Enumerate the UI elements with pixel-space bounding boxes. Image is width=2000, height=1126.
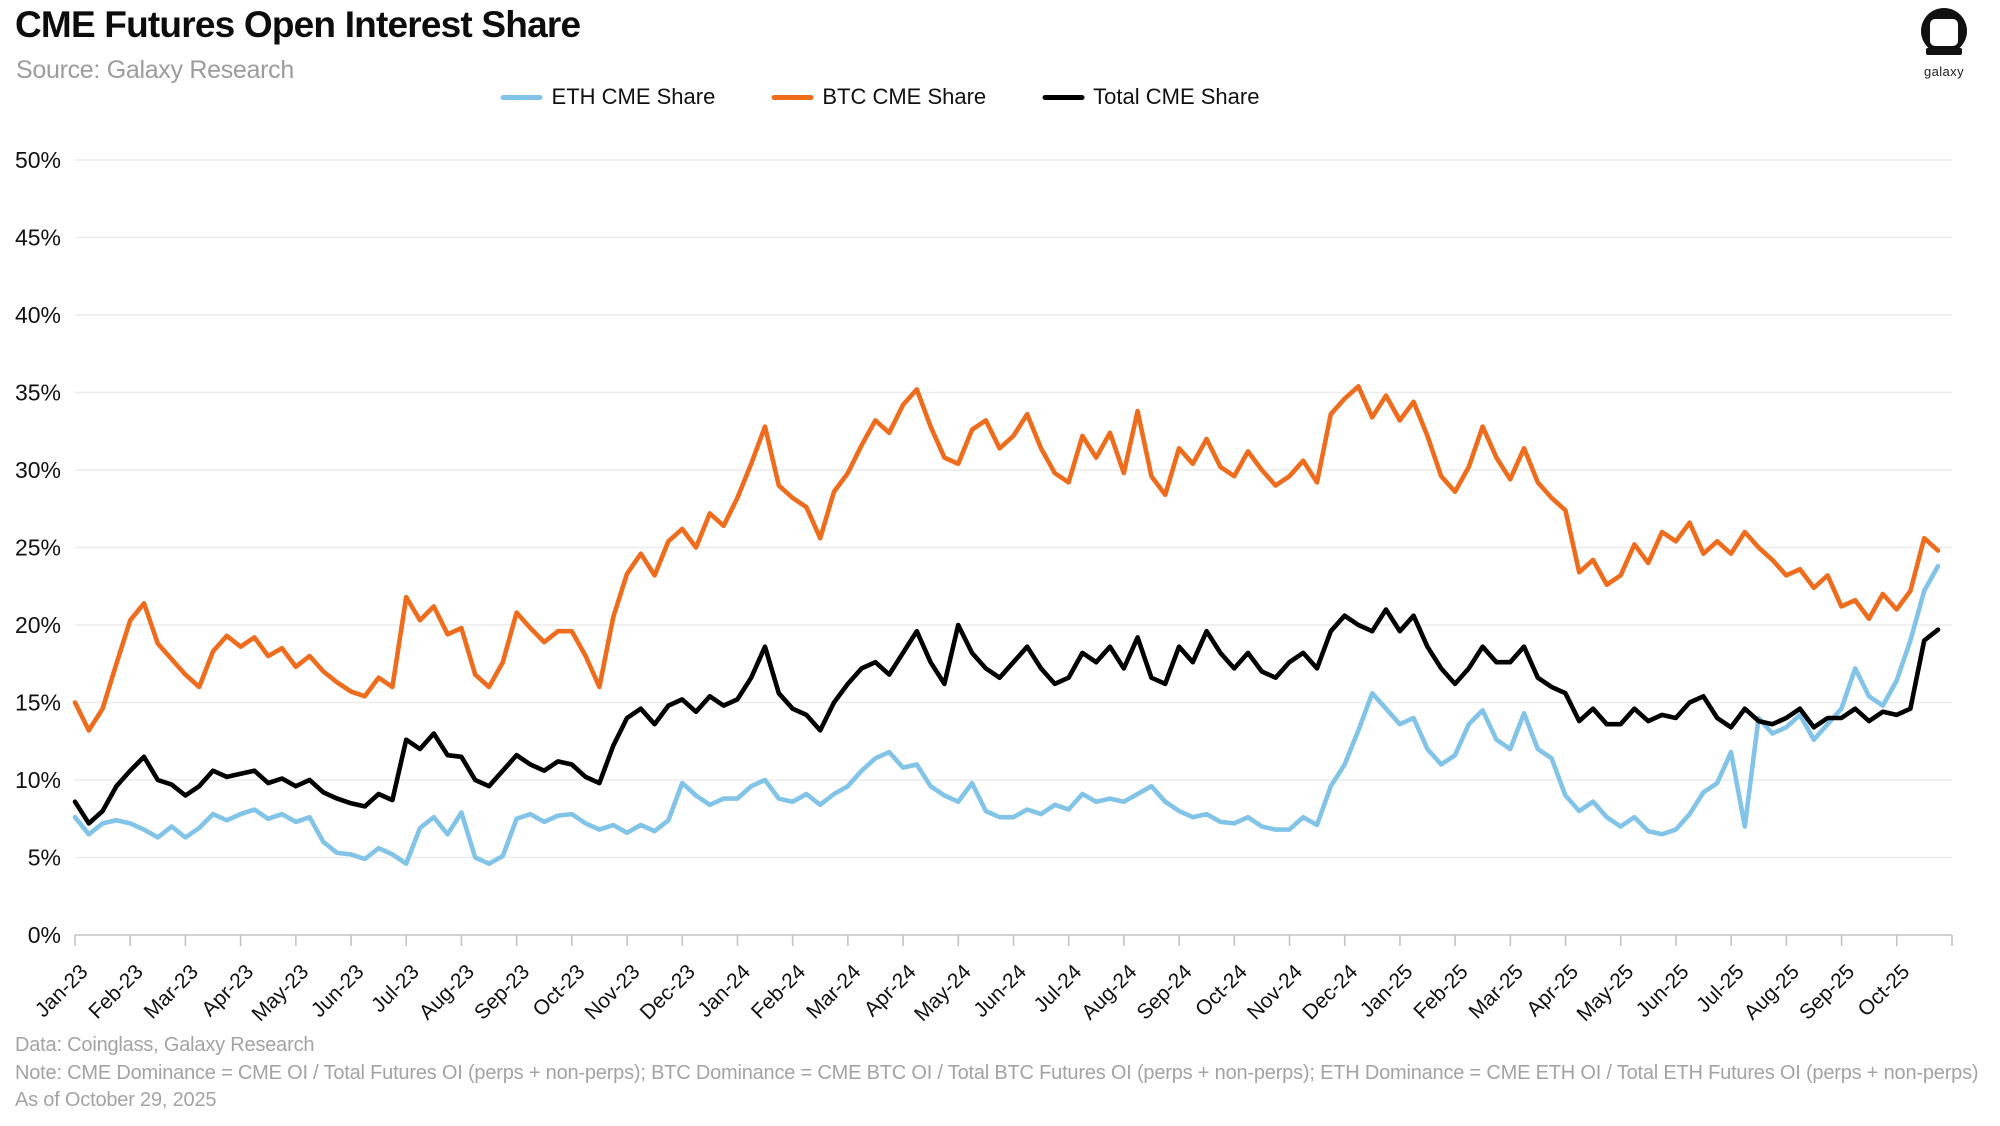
x-tick-label: May-24 (910, 960, 976, 1026)
page-title: CME Futures Open Interest Share (15, 4, 581, 45)
x-tick-label: Aug-25 (1740, 960, 1804, 1024)
x-tick-label: Feb-23 (84, 960, 147, 1023)
x-tick-label: Nov-24 (1243, 960, 1307, 1024)
series-line-eth-cme-share (72, 563, 1941, 866)
legend-swatch-btc-cme-share (771, 94, 814, 100)
x-tick-label: Feb-25 (1409, 960, 1472, 1023)
x-tick-label: Jan-25 (1356, 960, 1418, 1022)
y-tick-label: 35% (15, 380, 61, 406)
galaxy-logo-text: galaxy (1924, 64, 1964, 79)
y-tick-label: 45% (15, 225, 61, 251)
series-line-btc-cme-share (72, 384, 1941, 733)
x-tick-label: Jun-24 (969, 960, 1031, 1022)
x-tick-label: Sep-24 (1133, 960, 1197, 1024)
x-tick-label: May-23 (248, 960, 314, 1026)
legend-swatch-eth-cme-share (500, 94, 543, 100)
x-tick-label: Aug-24 (1077, 960, 1141, 1024)
legend-item-btc-cme-share: BTC CME Share (771, 84, 986, 110)
x-tick-label: May-25 (1573, 960, 1639, 1026)
y-tick-label: 0% (28, 922, 61, 948)
x-tick-label: Jun-23 (307, 960, 369, 1022)
y-tick-label: 50% (15, 147, 61, 173)
x-tick-label: Jan-24 (693, 960, 755, 1022)
x-tick-label: Oct-25 (1853, 960, 1914, 1021)
x-tick-label: Mar-24 (802, 960, 866, 1024)
x-tick-label: Oct-23 (529, 960, 590, 1021)
x-tick-label: Feb-24 (747, 960, 811, 1024)
x-tick-label: Mar-23 (140, 960, 203, 1023)
galaxy-logo: galaxy (1908, 6, 1980, 79)
y-tick-label: 40% (15, 302, 61, 328)
x-tick-label: Dec-23 (636, 960, 700, 1024)
y-tick-label: 25% (15, 535, 61, 561)
x-tick-label: Oct-24 (1191, 960, 1252, 1021)
y-tick-label: 30% (15, 457, 61, 483)
x-tick-label: Jan-23 (31, 960, 93, 1022)
chart-footnotes: Data: Coinglass, Galaxy Research Note: C… (15, 1032, 1990, 1115)
legend-label-eth-cme-share: ETH CME Share (551, 84, 716, 109)
footnote-as-of-date: As of October 29, 2025 (15, 1089, 217, 1111)
legend-item-total-cme-share: Total CME Share (1042, 84, 1259, 110)
x-tick-label: Nov-23 (580, 960, 644, 1024)
x-tick-label: Aug-23 (415, 960, 479, 1024)
y-tick-label: 20% (15, 612, 61, 638)
legend-item-eth-cme-share: ETH CME Share (500, 84, 716, 110)
x-tick-label: Sep-23 (470, 960, 534, 1024)
x-tick-label: Mar-25 (1465, 960, 1528, 1023)
y-tick-label: 5% (28, 845, 61, 871)
legend-swatch-total-cme-share (1042, 94, 1085, 100)
y-tick-label: 10% (15, 767, 61, 793)
series-line-total-cme-share (72, 607, 1941, 826)
y-tick-label: 15% (15, 690, 61, 716)
footnote-data-source: Data: Coinglass, Galaxy Research (15, 1034, 315, 1056)
galaxy-logo-icon (1921, 8, 1967, 55)
x-tick-label: Sep-25 (1795, 960, 1859, 1024)
x-tick-label: Dec-24 (1298, 960, 1362, 1024)
legend-label-btc-cme-share: BTC CME Share (822, 84, 987, 109)
footnote-methodology: Note: CME Dominance = CME OI / Total Fut… (15, 1061, 1979, 1084)
x-tick-label: Jun-25 (1632, 960, 1694, 1022)
chart-legend: ETH CME Share BTC CME Share Total CME Shar… (500, 84, 1259, 110)
legend-label-total-cme-share: Total CME Share (1093, 84, 1260, 109)
chart-source-subtitle: Source: Galaxy Research (16, 56, 294, 84)
